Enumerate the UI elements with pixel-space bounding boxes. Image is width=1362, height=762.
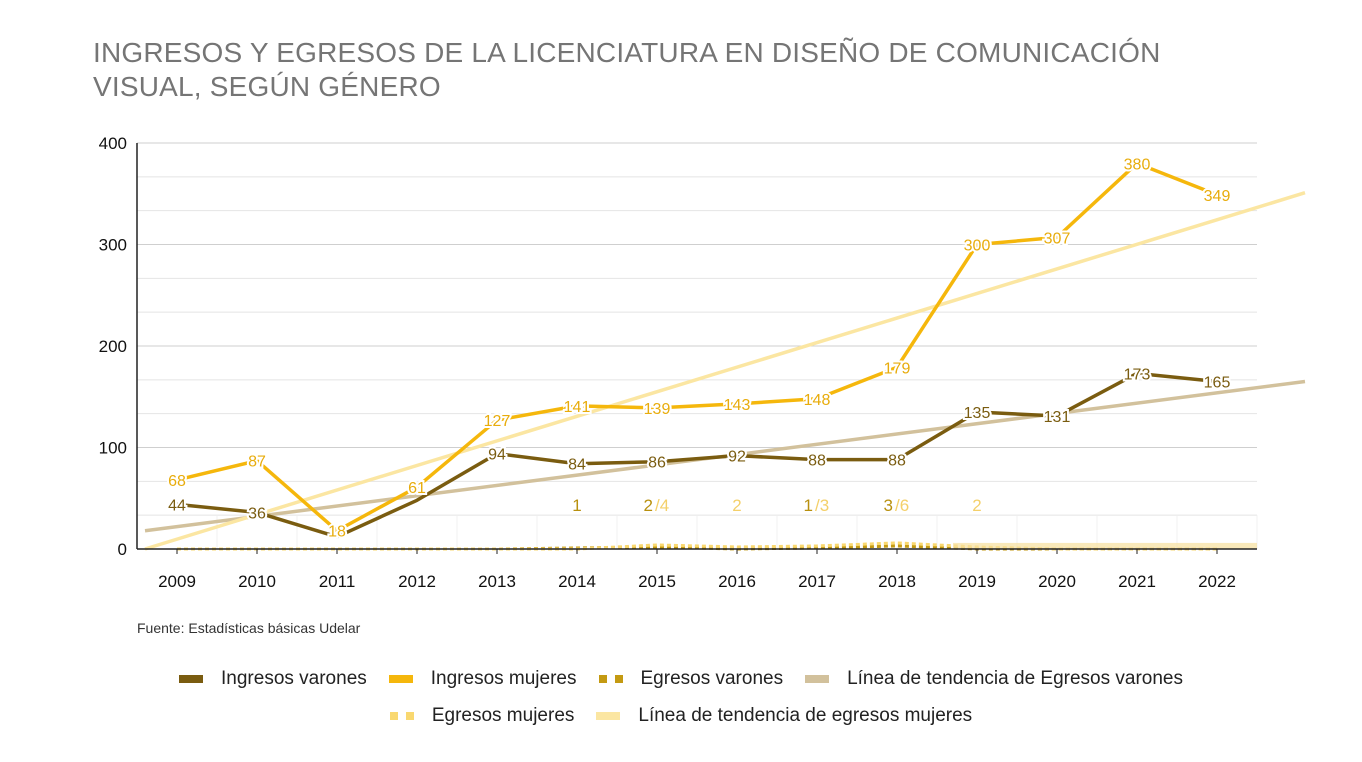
data-label: 380 — [1124, 156, 1151, 173]
x-tick-label: 2010 — [238, 572, 276, 591]
data-label: 87 — [248, 454, 266, 471]
data-label: 173 — [1124, 366, 1151, 383]
y-tick-label: 100 — [99, 439, 127, 458]
data-label: 127 — [484, 413, 511, 430]
legend-item-ingresos-mujeres: Ingresos mujeres — [388, 668, 577, 690]
series-line-ingresos-varones — [176, 371, 1218, 539]
data-label-egresos-varones: 2 — [644, 496, 653, 515]
legend-item-ingresos-varones: Ingresos varones — [179, 668, 367, 690]
data-label: 141 — [564, 399, 591, 416]
data-label: 139 — [644, 401, 671, 418]
data-label: 88 — [888, 453, 906, 470]
data-label: 165 — [1204, 375, 1231, 392]
series-line-egresos-mujeres — [177, 541, 1217, 551]
x-tick-label: 2016 — [718, 572, 756, 591]
trendline — [144, 191, 1306, 551]
data-label-egresos-varones: 3 — [884, 496, 893, 515]
legend-swatch-dash — [389, 712, 398, 720]
data-label: 143 — [724, 397, 751, 414]
legend-label: Egresos mujeres — [431, 705, 575, 726]
data-label: 94 — [488, 447, 506, 464]
data-label: 18 — [328, 524, 346, 541]
legend-swatch — [598, 675, 623, 683]
y-tick-label: 200 — [99, 337, 127, 356]
data-label: 68 — [168, 473, 186, 490]
data-label-egresos-mujeres: /4 — [655, 496, 669, 515]
x-tick-label: 2022 — [1198, 572, 1236, 591]
x-tick-label: 2017 — [798, 572, 836, 591]
data-label: 179 — [884, 360, 911, 377]
data-label-egresos-mujeres: 2 — [732, 496, 741, 515]
x-tick-label: 2021 — [1118, 572, 1156, 591]
data-label-egresos-varones: 1 — [804, 496, 813, 515]
legend-swatch-dash — [405, 712, 414, 720]
legend-item-tendencia-egresos-mujeres: Línea de tendencia de egresos mujeres — [596, 705, 972, 727]
baseline-band — [953, 542, 1257, 549]
legend-swatch — [805, 675, 830, 683]
data-label: 61 — [408, 480, 426, 497]
y-tick-label: 300 — [99, 236, 127, 255]
legend-item-egresos-mujeres: Egresos mujeres — [389, 705, 575, 727]
data-label-egresos-mujeres: /6 — [895, 496, 909, 515]
legend-label: Ingresos varones — [221, 668, 367, 689]
data-label: 36 — [248, 505, 266, 522]
series-line-ingresos-mujeres — [176, 161, 1218, 533]
x-tick-label: 2011 — [319, 572, 356, 591]
x-tick-label: 2013 — [478, 572, 516, 591]
data-label: 300 — [964, 238, 991, 255]
chart-title: INGRESOS Y EGRESOS DE LA LICENCIATURA EN… — [93, 37, 1161, 102]
legend-label: Línea de tendencia de egresos mujeres — [638, 705, 973, 726]
x-tick-label: 2019 — [958, 572, 996, 591]
x-tick-label: 2020 — [1038, 572, 1076, 591]
legend-label: Línea de tendencia de Egresos varones — [847, 668, 1183, 689]
legend-swatch — [388, 675, 413, 683]
data-label: 131 — [1044, 409, 1071, 426]
data-label: 148 — [804, 392, 831, 409]
x-tick-label: 2014 — [558, 572, 596, 591]
data-label-egresos-mujeres: 2 — [972, 496, 981, 515]
legend-item-egresos-varones: Egresos varones — [598, 668, 784, 690]
y-tick-label: 0 — [118, 540, 127, 559]
data-label: 135 — [964, 405, 991, 422]
data-label: 349 — [1204, 188, 1231, 205]
x-tick-label: 2009 — [158, 572, 196, 591]
legend-label: Ingresos mujeres — [430, 668, 577, 689]
data-label: 44 — [168, 497, 186, 514]
legend-swatch — [179, 675, 204, 683]
x-tick-label: 2018 — [878, 572, 916, 591]
legend-row-2: Egresos mujeres Línea de tendencia de eg… — [0, 705, 1362, 727]
data-label: 92 — [728, 449, 746, 466]
legend-swatch — [389, 712, 414, 720]
series-line-egresos-varones — [177, 544, 1217, 551]
legend-label: Egresos varones — [640, 668, 784, 689]
data-label-egresos-varones: 1 — [572, 496, 581, 515]
x-tick-label: 2012 — [398, 572, 436, 591]
data-label-egresos-mujeres: /3 — [815, 496, 829, 515]
data-label: 84 — [568, 457, 586, 474]
legend-swatch — [596, 712, 621, 720]
y-tick-label: 400 — [99, 134, 127, 153]
source-note: Fuente: Estadísticas básicas Udelar — [137, 620, 361, 636]
data-label: 86 — [648, 455, 666, 472]
data-label: 307 — [1044, 230, 1071, 247]
legend-swatch-dash — [614, 675, 623, 683]
legend-item-tendencia-egresos-varones: Línea de tendencia de Egresos varones — [805, 668, 1183, 690]
legend-row-1: Ingresos varones Ingresos mujeres Egreso… — [0, 668, 1362, 690]
x-tick-label: 2015 — [638, 572, 676, 591]
legend-swatch-dash — [598, 675, 607, 683]
data-label: 88 — [808, 453, 826, 470]
